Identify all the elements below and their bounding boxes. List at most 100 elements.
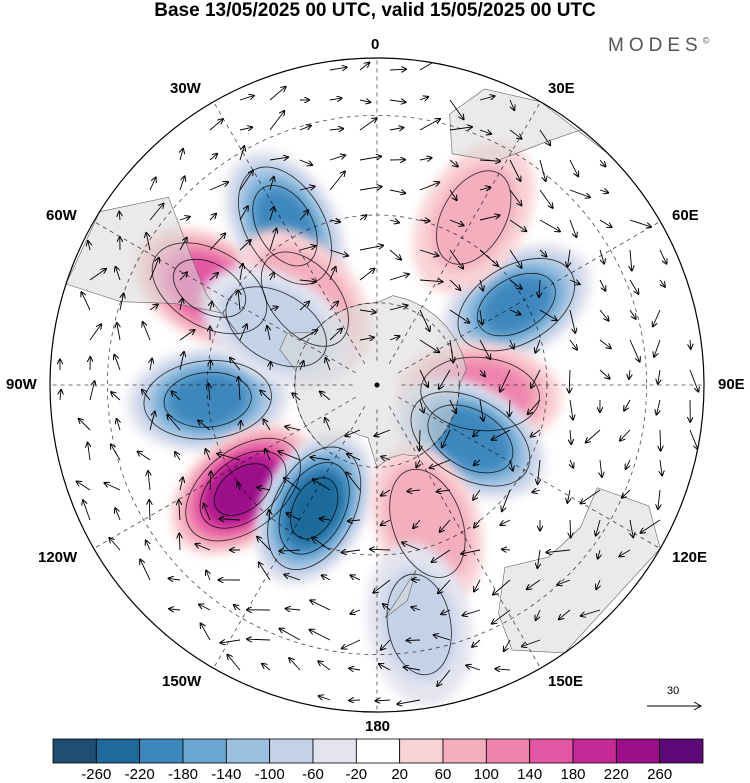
wind-arrow [259, 563, 271, 581]
wind-arrow [119, 212, 120, 221]
wind-arrow [599, 190, 608, 193]
vector-scale-label: 30 [667, 685, 680, 697]
wind-arrow [419, 429, 420, 451]
wind-arrow [389, 220, 399, 223]
wind-arrow [660, 429, 661, 451]
wind-arrow [149, 204, 164, 221]
wind-arrow [342, 550, 361, 552]
wind-arrow [539, 249, 547, 257]
wind-arrow [381, 489, 391, 496]
wind-arrow [149, 412, 155, 431]
wind-arrow [140, 560, 151, 581]
colorbar-swatch [95, 738, 141, 764]
wind-arrow [569, 309, 575, 333]
wind-arrow [210, 471, 211, 491]
wind-arrow [504, 639, 511, 651]
wind-arrow [619, 549, 631, 556]
wind-arrow [179, 500, 180, 521]
wind-arrow [149, 178, 156, 191]
wind-arrow [143, 322, 151, 341]
wind-arrow [239, 146, 244, 161]
wind-arrow [179, 534, 180, 551]
wind-arrow [522, 639, 541, 647]
wind-arrow [586, 429, 601, 443]
wind-arrow [311, 457, 331, 460]
wind-arrow [419, 369, 428, 387]
wind-arrow [532, 490, 541, 492]
wind-arrow [653, 309, 661, 326]
wind-arrow [209, 154, 217, 161]
wind-arrow [346, 472, 361, 491]
wind-arrow [658, 369, 660, 384]
wind-arrow [537, 549, 540, 568]
wind-arrow [567, 489, 570, 503]
wind-arrow [599, 249, 604, 264]
wind-arrow [509, 129, 522, 139]
colorbar-tick-label: -60 [302, 766, 324, 783]
wind-arrow [209, 182, 228, 191]
wind-arrow [198, 421, 211, 431]
anomaly-contour [267, 446, 362, 571]
wind-arrow [569, 189, 590, 197]
wind-arrow [500, 519, 511, 525]
meridian-line [93, 396, 357, 549]
lon-label-30w: 30W [170, 80, 201, 97]
anomaly-fill [286, 472, 343, 544]
wind-arrow [480, 279, 483, 291]
map-border [49, 57, 705, 713]
wind-arrow [419, 220, 430, 221]
wind-arrow [179, 176, 185, 191]
wind-arrow [419, 280, 443, 282]
wind-arrow [419, 158, 432, 160]
wind-arrow [88, 241, 90, 251]
wind-arrow [430, 459, 451, 468]
wind-arrow [449, 99, 464, 119]
wind-arrow [389, 190, 405, 193]
wind-arrow [149, 258, 159, 281]
wind-arrow [570, 429, 571, 444]
wind-arrow [284, 575, 301, 581]
wind-arrow [195, 544, 211, 551]
wind-arrow [313, 479, 331, 491]
wind-arrow [150, 359, 152, 371]
colorbar-tick-label: 180 [560, 766, 586, 783]
wind-arrow [404, 667, 421, 670]
wind-arrow [299, 186, 315, 190]
anomaly-contour [290, 477, 339, 540]
wind-arrow [473, 489, 481, 500]
wind-arrow [510, 459, 513, 471]
wind-arrow [535, 339, 541, 353]
wind-arrow [201, 623, 211, 641]
wind-arrow [689, 369, 698, 392]
wind-arrow [531, 429, 541, 437]
wind-arrow [539, 159, 546, 181]
wind-arrow [690, 339, 691, 349]
wind-arrow [320, 519, 331, 521]
anomaly-contour [389, 468, 466, 578]
wind-arrow [329, 220, 340, 222]
wind-arrow [239, 206, 248, 221]
wind-arrow [299, 330, 317, 341]
wind-arrow [359, 337, 374, 340]
wind-arrow [210, 302, 212, 311]
wind-arrow [598, 549, 600, 559]
wind-arrow [148, 471, 150, 491]
lon-label-60w: 60W [46, 207, 77, 224]
wind-arrow [419, 97, 428, 100]
wind-arrow [111, 444, 121, 461]
wind-arrow [449, 127, 472, 130]
wind-arrow [279, 451, 301, 461]
wind-arrow [539, 219, 560, 231]
wind-arrow [359, 269, 375, 281]
wind-arrow [219, 519, 241, 520]
wind-arrow [389, 336, 400, 340]
wind-arrow [239, 171, 253, 191]
wind-arrow [659, 249, 667, 264]
wind-arrow [419, 249, 438, 256]
colorbar-swatch [442, 738, 487, 764]
wind-arrow [210, 361, 211, 371]
map-title: Base 13/05/2025 00 UTC, valid 15/05/2025… [154, 0, 596, 21]
wind-arrow [657, 399, 661, 415]
wind-arrow [329, 67, 347, 70]
wind-arrow [466, 665, 481, 671]
